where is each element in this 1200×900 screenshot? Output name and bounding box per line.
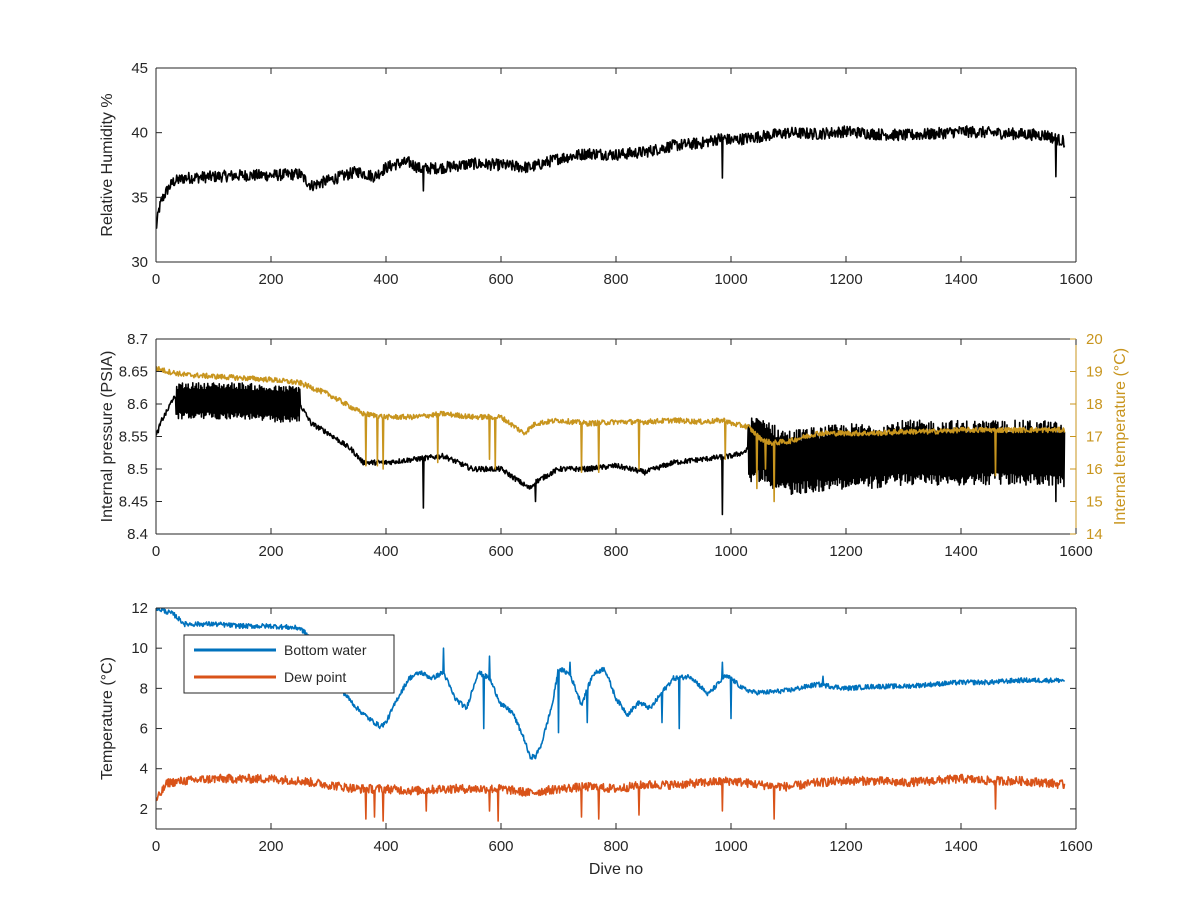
- x-tick-label: 0: [152, 838, 160, 855]
- y-right-tick-label: 17: [1086, 429, 1103, 446]
- series-group: [156, 125, 1066, 229]
- y-right-tick-label: 14: [1086, 526, 1103, 543]
- y-axis-title: Internal pressure (PSIA): [99, 351, 116, 523]
- y-right-tick-label: 20: [1086, 331, 1103, 348]
- x-tick-label: 1600: [1059, 543, 1092, 560]
- x-tick-label: 1400: [944, 271, 977, 288]
- x-tick-label: 600: [488, 543, 513, 560]
- series-line-series-1-0: [156, 382, 1066, 516]
- legend-label-bottom-water: Bottom water: [284, 642, 367, 658]
- y-right-tick-label: 15: [1086, 494, 1103, 511]
- series-line-series-0-0: [156, 125, 1066, 229]
- y-tick-label: 8.7: [127, 331, 148, 348]
- x-tick-label: 0: [152, 543, 160, 560]
- x-tick-label: 400: [373, 271, 398, 288]
- x-tick-label: 600: [488, 838, 513, 855]
- x-tick-label: 1600: [1059, 838, 1092, 855]
- x-tick-label: 1400: [944, 543, 977, 560]
- x-tick-label: 1000: [714, 838, 747, 855]
- x-tick-label: 1200: [829, 838, 862, 855]
- x-tick-label: 200: [258, 543, 283, 560]
- y-tick-label: 8.4: [127, 526, 148, 543]
- x-tick-label: 1200: [829, 271, 862, 288]
- y-right-tick-label: 16: [1086, 461, 1103, 478]
- y-tick-label: 6: [140, 721, 148, 738]
- y-tick-label: 8.65: [119, 364, 148, 381]
- series-line-series-1-1: [156, 365, 1066, 503]
- y-tick-label: 45: [131, 60, 148, 77]
- x-tick-label: 0: [152, 271, 160, 288]
- x-tick-label: 400: [373, 838, 398, 855]
- humidity-plot: 0 200 400 600 800 1000 1200 1400 1600 30 35 40 45 Rel…: [99, 60, 1093, 288]
- y-tick-label: 4: [140, 761, 148, 778]
- y-tick-label: 35: [131, 189, 148, 206]
- x-tick-label: 200: [258, 271, 283, 288]
- y-tick-label: 10: [131, 640, 148, 657]
- x-tick-label: 200: [258, 838, 283, 855]
- y-axis-title: Relative Humidity %: [99, 93, 116, 236]
- y-tick-label: 8.45: [119, 494, 148, 511]
- y-tick-label: 8: [140, 680, 148, 697]
- y-tick-label: 8.5: [127, 461, 148, 478]
- y-tick-label: 8.6: [127, 396, 148, 413]
- x-tick-label: 800: [603, 271, 628, 288]
- x-tick-label: 1000: [714, 543, 747, 560]
- legend-label-dew-point: Dew point: [284, 669, 346, 685]
- y-tick-label: 30: [131, 254, 148, 271]
- y-right-tick-label: 19: [1086, 364, 1103, 381]
- series-line-dew-point: [156, 773, 1066, 822]
- series-group: [156, 365, 1066, 516]
- x-axis-title: Dive no: [589, 861, 643, 878]
- y-right-axis-title: Internal temperature (°C): [1112, 348, 1129, 525]
- water-dewpoint-plot: 0 200 400 600 800 1000 1200 1400 1600 2 4 6 8 10 12 Tem…: [99, 600, 1093, 878]
- x-tick-label: 1400: [944, 838, 977, 855]
- y-tick-label: 12: [131, 600, 148, 617]
- legend: Bottom water Dew point: [183, 634, 395, 694]
- legend-box: [183, 634, 395, 694]
- y-right-tick-label: 18: [1086, 396, 1103, 413]
- y-axis-title: Temperature (°C): [99, 657, 116, 780]
- x-tick-label: 400: [373, 543, 398, 560]
- pressure-temperature-plot: 0 200 400 600 800 1000 1200 1400 1600 8.4 8.45 8.5 8…: [99, 331, 1129, 560]
- x-tick-label: 1000: [714, 271, 747, 288]
- x-tick-label: 1200: [829, 543, 862, 560]
- x-tick-label: 800: [603, 838, 628, 855]
- x-tick-label: 600: [488, 271, 513, 288]
- y-tick-label: 40: [131, 125, 148, 142]
- x-tick-label: 800: [603, 543, 628, 560]
- x-tick-label: 1600: [1059, 271, 1092, 288]
- y-tick-label: 2: [140, 801, 148, 818]
- y-tick-label: 8.55: [119, 429, 148, 446]
